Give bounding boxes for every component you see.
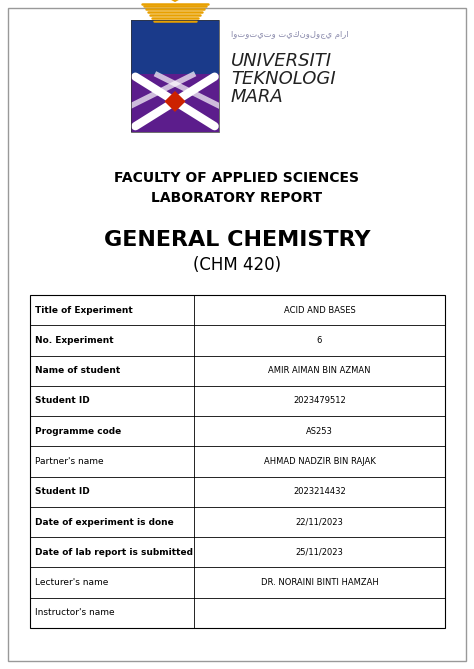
Text: Date of experiment is done: Date of experiment is done [35,518,174,527]
Text: Instructor's name: Instructor's name [35,608,115,617]
Text: FACULTY OF APPLIED SCIENCES: FACULTY OF APPLIED SCIENCES [115,171,359,185]
Text: GENERAL CHEMISTRY: GENERAL CHEMISTRY [104,230,370,250]
Text: AMIR AIMAN BIN AZMAN: AMIR AIMAN BIN AZMAN [268,366,371,375]
Text: 2023214432: 2023214432 [293,487,346,496]
Text: ACID AND BASES: ACID AND BASES [283,306,356,314]
Text: Student ID: Student ID [35,397,90,405]
Bar [131,20,219,132]
Text: 2023479512: 2023479512 [293,397,346,405]
Polygon shape [152,0,198,2]
Text: 22/11/2023: 22/11/2023 [295,518,343,527]
Text: (CHM 420): (CHM 420) [193,256,281,274]
Text: DR. NORAINI BINTI HAMZAH: DR. NORAINI BINTI HAMZAH [261,578,378,587]
Text: اوتوتيتو تيكنولوجي مارا: اوتوتيتو تيكنولوجي مارا [231,30,348,39]
Text: Name of student: Name of student [35,366,120,375]
Text: No. Experiment: No. Experiment [35,336,114,345]
Text: TEKNOLOGI: TEKNOLOGI [231,70,336,88]
Text: Lecturer's name: Lecturer's name [35,578,109,587]
Text: Date of lab report is submitted: Date of lab report is submitted [35,548,193,557]
Text: AS253: AS253 [306,427,333,436]
Text: UNIVERSITI: UNIVERSITI [231,52,332,70]
Text: Student ID: Student ID [35,487,90,496]
Text: LABORATORY REPORT: LABORATORY REPORT [151,191,323,205]
Text: Programme code: Programme code [35,427,121,436]
Text: 6: 6 [317,336,322,345]
Text: MARA: MARA [231,88,284,106]
Text: Partner's name: Partner's name [35,457,104,466]
Bar [131,74,219,132]
Polygon shape [164,91,185,112]
Bar [30,295,445,628]
Bar [131,20,219,132]
Text: 25/11/2023: 25/11/2023 [295,548,343,557]
Text: Title of Experiment: Title of Experiment [35,306,133,314]
Text: AHMAD NADZIR BIN RAJAK: AHMAD NADZIR BIN RAJAK [264,457,375,466]
